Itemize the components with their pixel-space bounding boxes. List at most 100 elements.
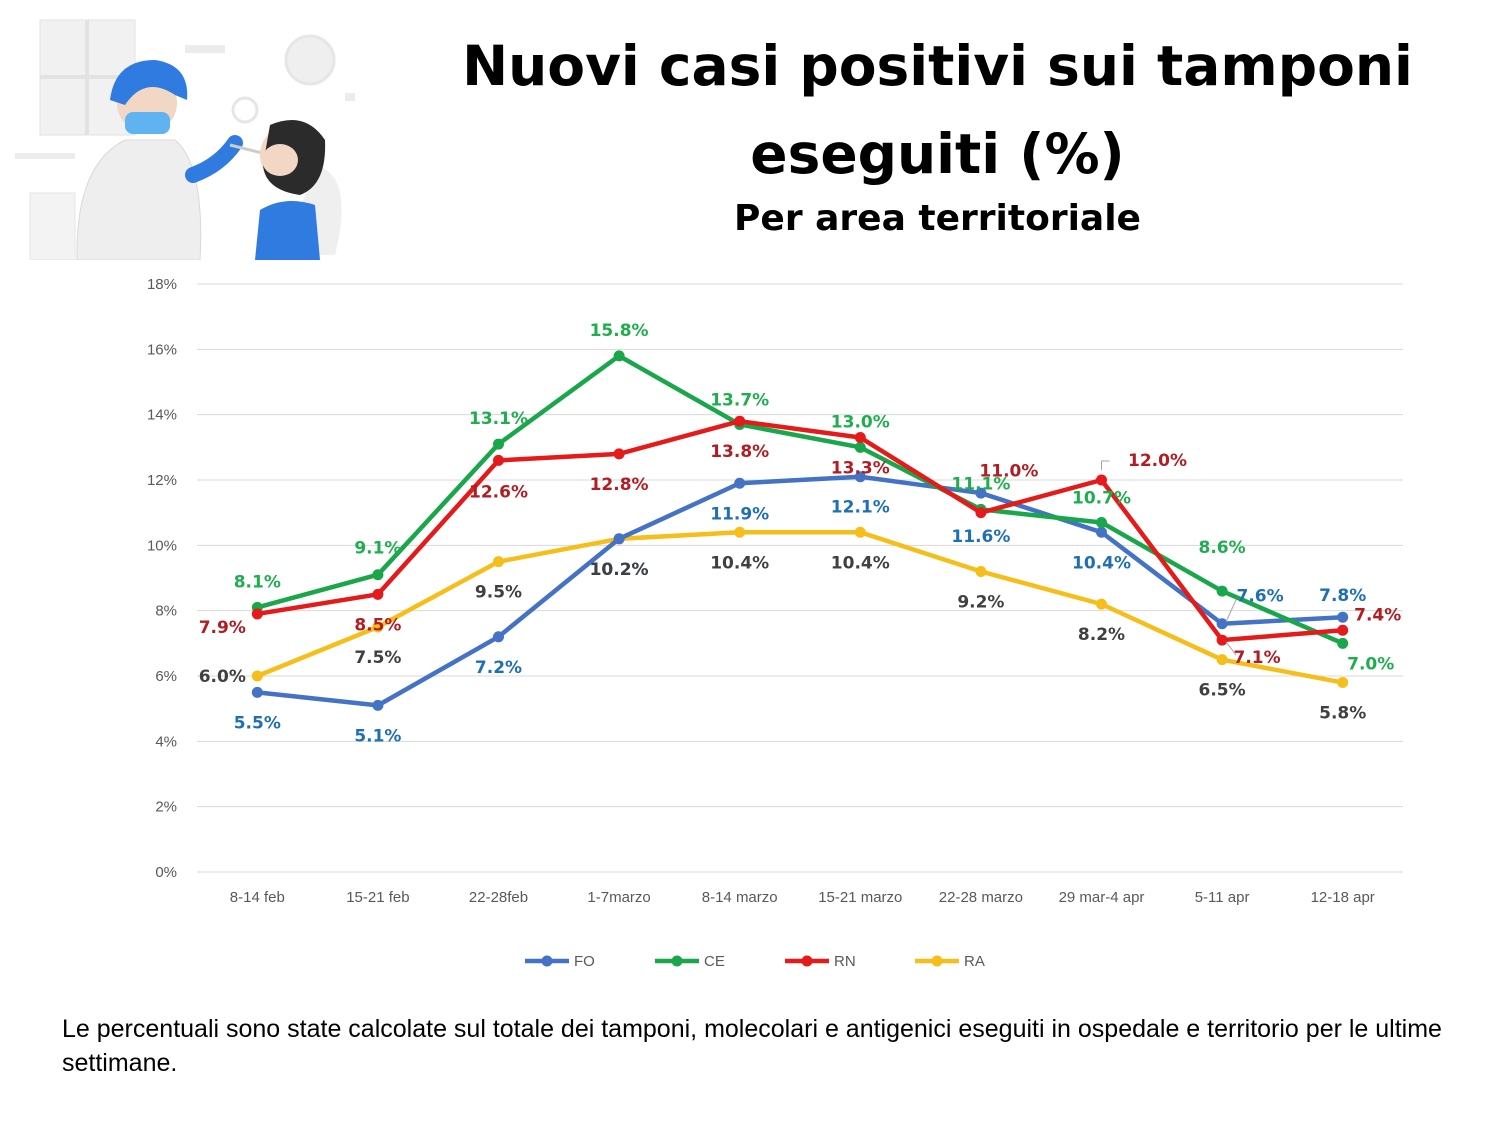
data-labels: 5.5% 5.1% 7.2% 10.2% 11.9% 12.1% 11.6% 10.4% 7.6… <box>199 321 1402 747</box>
data-label-ra: 6.0% <box>199 667 246 687</box>
leader-line <box>1101 460 1110 470</box>
data-point-fo <box>854 471 866 483</box>
legend-marker-rn <box>801 955 813 967</box>
data-label-fo: 5.5% <box>234 713 281 733</box>
data-point-fo <box>734 477 746 489</box>
data-point-ra <box>251 670 263 682</box>
data-label-rn: 8.5% <box>354 615 401 635</box>
data-point-rn <box>1216 634 1228 646</box>
footnote: Le percentuali sono state calcolate sul … <box>62 1015 1442 1077</box>
legend-label-ce: CE <box>704 953 725 970</box>
x-tick-label: 15-21 marzo <box>818 889 902 906</box>
legend: FO CE RN RA <box>525 953 985 970</box>
data-point-rn <box>975 507 987 519</box>
data-label-ce: 9.1% <box>354 539 401 559</box>
data-point-rn <box>251 608 263 620</box>
data-label-ra: 9.5% <box>475 583 522 603</box>
data-label-fo: 11.6% <box>951 527 1010 547</box>
data-label-fo: 7.2% <box>475 658 522 678</box>
data-point-ra <box>372 621 384 633</box>
data-point-fo <box>613 533 625 545</box>
legend-marker-ce <box>671 955 683 967</box>
leader-line <box>1225 641 1237 656</box>
data-label-fo: 10.2% <box>590 560 649 580</box>
data-point-rn <box>372 588 384 600</box>
data-point-ce <box>372 569 384 581</box>
data-point-rn <box>1096 474 1107 486</box>
legend-marker-fo <box>541 955 553 967</box>
data-label-ce: 7.0% <box>1347 654 1394 674</box>
data-point-fo <box>975 487 987 499</box>
x-tick-label: 8-14 marzo <box>702 889 778 906</box>
series-line-ra <box>255 530 1345 685</box>
series-lines <box>251 350 1349 711</box>
data-point-ra <box>1337 677 1349 689</box>
data-label-rn: 12.6% <box>469 482 528 502</box>
data-label-rn: 7.4% <box>1354 605 1401 625</box>
page-subtitle: Per area territoriale <box>734 198 1141 239</box>
data-point-rn <box>734 415 746 427</box>
data-label-ce: 15.8% <box>590 321 649 341</box>
data-label-fo: 12.1% <box>831 498 890 518</box>
data-label-ce: 11.1% <box>951 474 1010 494</box>
data-label-ce: 13.1% <box>469 409 528 429</box>
data-label-fo: 10.4% <box>1072 553 1131 573</box>
y-tick-label: 4% <box>155 733 177 750</box>
y-tick-label: 10% <box>147 537 177 554</box>
series-line-ce <box>255 353 1345 646</box>
page-title: Nuovi casi positivi sui tamponi eseguiti… <box>462 34 1413 186</box>
y-tick-label: 8% <box>155 603 177 620</box>
data-label-ra: 10.4% <box>710 553 769 573</box>
data-point-ce <box>493 438 504 450</box>
line-chart: 0% 2% 4% 6% 8% 10% 12% 14% 16% 18% 8-14 feb 15-21 … <box>147 276 1403 970</box>
x-tick-label: 12-18 apr <box>1311 889 1375 906</box>
data-label-fo: 7.6% <box>1237 587 1284 607</box>
data-label-ra: 8.2% <box>1078 625 1125 645</box>
data-label-ra: 6.5% <box>1199 681 1246 701</box>
data-point-fo <box>251 686 263 698</box>
x-tick-label: 8-14 feb <box>230 889 285 906</box>
data-point-rn <box>854 432 866 444</box>
x-tick-label: 5-11 apr <box>1195 889 1250 906</box>
legend-label-rn: RN <box>834 953 856 970</box>
series-line-rn <box>255 418 1345 643</box>
data-label-ce: 10.7% <box>1072 488 1131 508</box>
data-point-ra <box>493 556 504 568</box>
y-tick-label: 14% <box>147 407 177 424</box>
data-point-ra <box>975 565 987 577</box>
data-label-ce: 8.1% <box>234 572 281 592</box>
data-point-rn <box>493 454 504 466</box>
y-tick-label: 6% <box>155 668 177 685</box>
data-label-rn: 13.8% <box>710 442 769 462</box>
data-point-ra <box>1216 654 1228 666</box>
data-label-fo: 5.1% <box>354 726 401 746</box>
y-axis-ticks: 0% 2% 4% 6% 8% 10% 12% 14% 16% 18% <box>147 276 177 881</box>
grid-lines <box>197 283 1403 873</box>
data-point-fo <box>372 699 384 711</box>
data-label-rn: 12.8% <box>590 475 649 495</box>
legend-label-ra: RA <box>964 953 985 970</box>
data-point-ra <box>1096 598 1107 610</box>
x-tick-label: 15-21 feb <box>346 889 409 906</box>
data-label-ce: 8.6% <box>1199 538 1246 558</box>
leader-line <box>1225 599 1237 622</box>
data-label-ra: 10.2% <box>590 560 649 580</box>
data-label-ra: 9.2% <box>957 592 1004 612</box>
data-label-ce: 13.0% <box>831 412 890 432</box>
data-label-rn: 7.9% <box>199 618 246 638</box>
x-tick-label: 29 mar-4 apr <box>1059 889 1145 906</box>
data-point-ce <box>1096 516 1107 528</box>
data-point-ra <box>854 526 866 538</box>
data-label-rn: 12.0% <box>1128 451 1187 471</box>
legend-marker-ra <box>931 955 943 967</box>
data-point-fo <box>1337 611 1349 623</box>
y-tick-label: 16% <box>147 341 177 358</box>
data-label-fo: 11.9% <box>710 504 769 524</box>
series-line-fo <box>255 474 1345 708</box>
data-point-ce <box>613 350 625 362</box>
data-point-rn <box>613 448 625 460</box>
data-label-rn: 13.3% <box>831 459 890 479</box>
data-point-ra <box>734 526 746 538</box>
data-label-ce: 13.7% <box>710 390 769 410</box>
data-point-ce <box>1337 637 1349 649</box>
